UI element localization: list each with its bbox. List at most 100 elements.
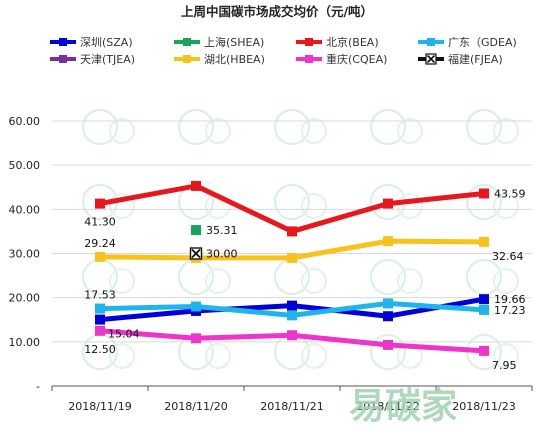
data-point: [95, 314, 105, 325]
watermark-circle: [109, 193, 135, 219]
data-label: 19.66: [494, 293, 526, 306]
legend-item: 湖北(HBEA): [174, 53, 265, 66]
watermark-circle: [397, 268, 423, 294]
data-point: [287, 226, 297, 237]
data-labels: 41.30 43.59 35.31 29.24 32.64 30.00 17.53 17.23…: [84, 187, 525, 371]
data-label: 32.64: [492, 250, 524, 263]
data-label: 35.31: [206, 224, 238, 237]
watermark-circle: [466, 259, 502, 295]
watermark-circle: [82, 109, 118, 145]
data-point: [383, 311, 393, 322]
legend-label: 福建(FJEA): [448, 52, 503, 66]
watermark-circle: [205, 118, 231, 144]
watermark-circle: [301, 118, 327, 144]
y-tick-label: 20.00: [9, 292, 41, 305]
watermark-circle: [397, 193, 423, 219]
data-point: [479, 294, 489, 305]
x-tick-label: 2018/11/19: [68, 400, 131, 413]
watermark-circle: [109, 118, 135, 144]
legend-swatch-marker: [59, 55, 67, 63]
legend: 深圳(SZA) 上海(SHEA) 北京(BEA) 广东（GDEA) 天津(TJEA) 湖北…: [50, 35, 517, 66]
watermark-circle: [109, 343, 135, 369]
data-point: [287, 330, 297, 341]
watermark-circle: [466, 184, 502, 220]
x-tick-label: 2018/11/23: [452, 400, 515, 413]
watermark-circle: [397, 118, 423, 144]
legend-item: 天津(TJEA): [50, 53, 135, 66]
legend-label: 广东（GDEA): [448, 36, 517, 49]
legend-label: 北京(BEA): [326, 35, 379, 49]
legend-swatch-marker: [183, 38, 191, 46]
axes: - 10.00 20.00 30.00 40.00 50.00 60.00 2018/11/1…: [9, 115, 533, 413]
x-tick-label: 2018/11/22: [356, 400, 419, 413]
legend-item: 重庆(CQEA): [296, 52, 387, 66]
legend-swatch-cross: [426, 54, 436, 64]
data-point: [479, 236, 489, 247]
data-label: 17.23: [494, 304, 526, 317]
watermark-circle: [493, 343, 519, 369]
legend-label: 上海(SHEA): [204, 35, 264, 49]
watermark-circle: [493, 193, 519, 219]
data-point: [189, 247, 203, 260]
legend-label: 天津(TJEA): [80, 53, 135, 66]
y-tick-label: 10.00: [9, 336, 41, 349]
data-point: [383, 298, 393, 309]
data-point: [383, 198, 393, 209]
data-label: 43.59: [494, 187, 526, 200]
legend-swatch-marker: [183, 55, 191, 63]
legend-swatch-marker: [427, 38, 435, 46]
legend-swatch-marker: [305, 38, 313, 46]
data-point: [287, 310, 297, 321]
watermark-circle: [205, 268, 231, 294]
data-label: 7.95: [492, 359, 517, 372]
data-point: [95, 303, 105, 314]
watermark-circle: [274, 184, 310, 220]
y-tick-label: 60.00: [9, 115, 41, 128]
watermark-circle: [493, 118, 519, 144]
data-label: 29.24: [84, 237, 116, 250]
marker-cross: [191, 248, 201, 259]
data-point: [191, 333, 201, 344]
data-point: [191, 180, 201, 191]
data-point: [479, 188, 489, 199]
legend-item: 福建(FJEA): [418, 52, 503, 66]
watermark-circle: [370, 334, 406, 370]
watermark-circle: [301, 343, 327, 369]
watermark-circle: [301, 268, 327, 294]
y-tick-label: 40.00: [9, 203, 41, 216]
watermark-circle: [109, 268, 135, 294]
legend-item: 广东（GDEA): [418, 36, 517, 49]
data-point: [191, 225, 201, 236]
watermark-circle: [178, 109, 214, 145]
legend-item: 深圳(SZA): [50, 36, 133, 49]
watermark-circle: [370, 109, 406, 145]
data-point: [479, 345, 489, 356]
data-label: 15.04: [108, 328, 140, 341]
watermark-circle: [370, 259, 406, 295]
data-point: [287, 300, 297, 311]
data-point: [383, 339, 393, 350]
watermark-circle: [274, 109, 310, 145]
watermark-circle: [466, 109, 502, 145]
data-label: 17.53: [84, 289, 116, 302]
legend-swatch-marker: [59, 38, 67, 46]
watermark-logo: 易碳家: [349, 386, 457, 427]
data-point: [95, 198, 105, 209]
legend-item: 上海(SHEA): [174, 35, 264, 49]
y-tick-label: 50.00: [9, 159, 41, 172]
y-tick-label: 30.00: [9, 248, 41, 261]
data-point: [383, 236, 393, 247]
x-tick-label: 2018/11/20: [164, 400, 227, 413]
data-point: [287, 252, 297, 263]
data-point: [95, 325, 105, 336]
watermark-circle: [301, 193, 327, 219]
legend-label: 深圳(SZA): [80, 36, 133, 49]
legend-label: 重庆(CQEA): [326, 52, 387, 66]
data-label: 30.00: [206, 248, 238, 261]
data-label: 41.30: [84, 216, 116, 229]
x-tick-label: 2018/11/21: [260, 400, 323, 413]
chart-title: 上周中国碳市场成交均价（元/吨）: [181, 4, 373, 19]
legend-label: 湖北(HBEA): [204, 53, 265, 66]
legend-item: 北京(BEA): [296, 35, 379, 49]
